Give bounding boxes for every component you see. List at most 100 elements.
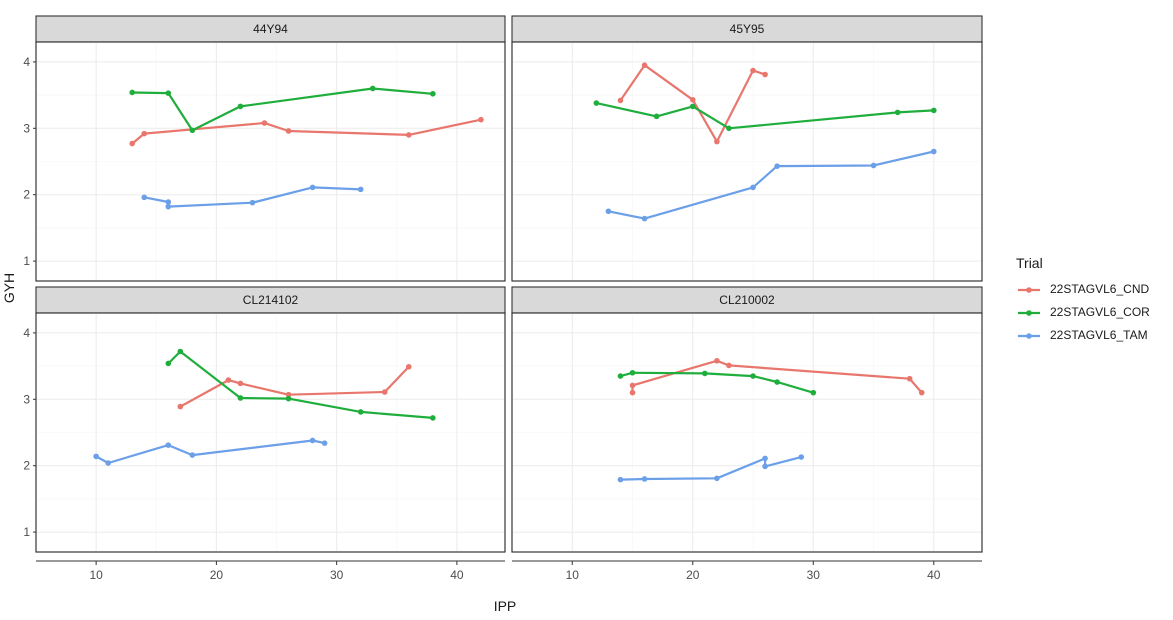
data-point: [930, 148, 937, 155]
panel-title: CL214102: [243, 293, 299, 307]
data-point: [165, 90, 172, 96]
y-tick-label: 1: [23, 525, 30, 539]
legend-entry-22stagvl6_cnd: 22STAGVL6_CND: [1018, 282, 1149, 296]
data-point: [702, 370, 708, 377]
data-point: [918, 389, 925, 396]
panel-title: 45Y95: [730, 22, 765, 36]
data-point: [405, 132, 412, 138]
data-point: [177, 403, 184, 410]
data-point: [225, 377, 232, 383]
data-point: [105, 460, 111, 466]
series-22stagvl6_cnd: [617, 62, 768, 145]
data-point: [189, 127, 196, 134]
series-22stagvl6_tam: [617, 454, 805, 483]
data-point: [309, 437, 316, 444]
data-point: [165, 203, 172, 210]
series-line: [608, 150, 935, 220]
legend-label: 22STAGVL6_COR: [1050, 305, 1150, 319]
y-tick-label: 3: [23, 121, 30, 135]
data-point: [129, 140, 136, 147]
series-line: [143, 186, 361, 208]
grid: [512, 313, 982, 552]
x-axis-title: IPP: [494, 598, 517, 614]
data-point: [930, 107, 937, 114]
data-point: [309, 184, 316, 191]
panel-strip: [35, 286, 506, 314]
panel-44y94: 44Y94 1 2 3 4: [23, 15, 506, 282]
data-point: [141, 194, 148, 201]
data-point: [381, 389, 388, 395]
data-point: [714, 358, 720, 364]
series-22stagvl6_cor: [165, 348, 436, 421]
data-point: [285, 128, 292, 134]
data-point: [285, 391, 292, 398]
series-line: [596, 102, 934, 130]
series-22stagvl6_tam: [141, 184, 364, 210]
data-point: [750, 67, 756, 74]
data-point: [641, 215, 648, 222]
y-axis-title: GYH: [1, 273, 17, 303]
data-point: [141, 130, 148, 137]
x-axis: 10 20 30 40 10 20 30 40: [36, 560, 982, 582]
data-point: [430, 90, 436, 97]
series-22stagvl6_cor: [617, 369, 817, 396]
data-point: [762, 455, 768, 462]
series-22stagvl6_cnd: [129, 116, 484, 147]
data-point: [641, 62, 648, 69]
data-point: [726, 125, 732, 132]
data-point: [641, 476, 648, 482]
series-22stagvl6_cor: [593, 100, 937, 132]
data-point: [750, 373, 756, 379]
grid: [36, 42, 505, 281]
legend-entry-22stagvl6_tam: 22STAGVL6_TAM: [1018, 328, 1148, 342]
x-tick-label: 10: [566, 568, 580, 582]
legend-label: 22STAGVL6_TAM: [1050, 328, 1148, 342]
data-point: [249, 199, 256, 206]
data-point: [189, 452, 196, 458]
legend-key-point: [1026, 287, 1032, 293]
data-point: [357, 186, 364, 193]
y-tick-label: 3: [23, 392, 30, 406]
data-point: [870, 162, 877, 169]
x-tick-label: 30: [807, 568, 821, 582]
data-point: [129, 89, 136, 96]
data-point: [430, 415, 436, 421]
data-point: [906, 375, 913, 382]
data-point: [478, 116, 484, 123]
data-point: [321, 440, 328, 446]
panel-45y95: 45Y95: [511, 15, 983, 282]
panel-cl214102: CL214102 1 2 3 4: [23, 286, 506, 553]
x-tick-label: 40: [927, 568, 941, 582]
series-22stagvl6_cnd: [629, 358, 925, 396]
data-point: [605, 208, 612, 215]
data-point: [762, 71, 768, 78]
x-tick-label: 20: [210, 568, 224, 582]
data-point: [617, 373, 624, 379]
panel-border: [35, 41, 506, 282]
data-point: [237, 380, 244, 387]
series-line: [179, 366, 410, 408]
legend-label: 22STAGVL6_CND: [1050, 282, 1149, 296]
legend: Trial 22STAGVL6_CND 22STAGVL6_COR 22STAGVL…: [1016, 255, 1150, 342]
series-22stagvl6_cor: [129, 85, 436, 134]
panel-border: [511, 312, 983, 553]
y-tick-label: 4: [23, 326, 30, 340]
series-22stagvl6_tam: [93, 437, 328, 466]
series-22stagvl6_cnd: [177, 363, 412, 410]
data-point: [237, 395, 244, 401]
legend-key-point: [1026, 333, 1032, 339]
data-point: [714, 475, 720, 482]
data-point: [617, 476, 624, 483]
data-point: [405, 363, 412, 370]
data-point: [357, 409, 364, 415]
data-point: [714, 138, 720, 145]
data-point: [165, 442, 172, 448]
x-tick-label: 20: [686, 568, 700, 582]
data-point: [629, 389, 636, 396]
panel-strip: [511, 15, 983, 43]
panel-border: [35, 312, 506, 553]
panel-strip: [511, 286, 983, 314]
y-tick-label: 2: [23, 188, 30, 202]
legend-key-point: [1026, 310, 1032, 316]
data-point: [369, 85, 376, 92]
